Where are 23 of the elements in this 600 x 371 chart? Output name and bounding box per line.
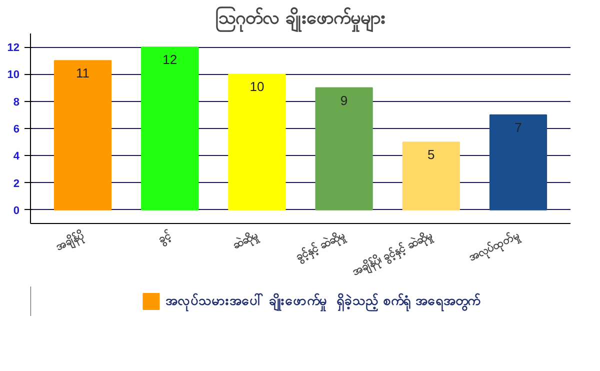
bar: [402, 142, 460, 210]
x-tick-label: ခွင့်: [156, 227, 174, 248]
y-tick-label: 2: [13, 178, 20, 190]
bar: [489, 114, 548, 210]
y-tick-label: 0: [13, 204, 20, 217]
y-tick-label: 12: [7, 42, 20, 54]
bar: [315, 87, 373, 210]
chart-title: သြဂုတ်လ ချိုးဖောက်မှုများ: [215, 6, 386, 32]
data-label: 7: [514, 120, 522, 135]
data-label: 5: [428, 147, 435, 162]
y-tick-label: 10: [7, 69, 20, 82]
data-label: 11: [76, 66, 90, 81]
bar: [54, 60, 112, 210]
bar: [228, 74, 286, 210]
bar: [141, 46, 199, 210]
y-tick-label: 4: [13, 150, 20, 163]
y-tick-label: 6: [13, 124, 20, 136]
data-label: 9: [340, 92, 348, 108]
legend-label: အလုပ်သမားအပေါ် ချိုးဖောက်မှု ရှိခဲ့သည့် စက်ရုံ အရေအတွက်: [166, 292, 480, 310]
y-tick-label: 8: [13, 96, 20, 108]
data-label: 12: [162, 52, 178, 68]
x-tick-label: ဆဲဆိုမှု: [230, 228, 262, 254]
data-label: 10: [250, 79, 264, 94]
